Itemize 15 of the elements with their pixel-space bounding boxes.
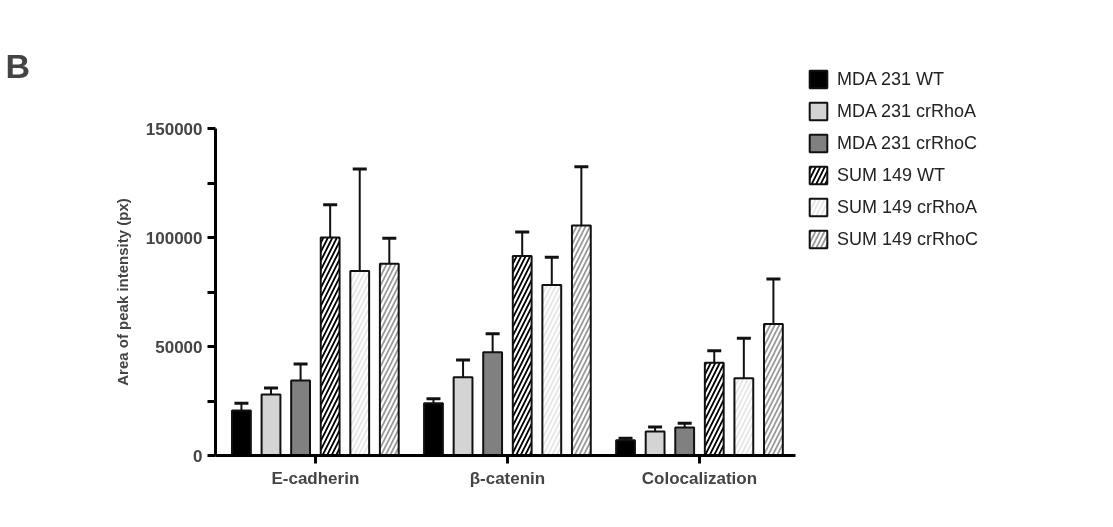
legend-label: SUM 149 crRhoA <box>837 196 978 218</box>
x-tick-label: β-catenin <box>469 468 546 488</box>
legend-label: MDA 231 crRhoA <box>837 100 977 122</box>
x-tick-label: E-cadherin <box>271 468 360 488</box>
legend-label: MDA 231 crRhoC <box>837 132 978 154</box>
text: B <box>5 46 31 85</box>
legend-label: MDA 231 WT <box>837 68 945 90</box>
y-tick-label: 0 <box>193 446 203 466</box>
y-tick-label: 50000 <box>155 337 203 357</box>
legend-label: SUM 149 crRhoC <box>837 228 979 250</box>
y-tick-label: 100000 <box>145 228 203 248</box>
y-tick-label: 150000 <box>145 119 203 139</box>
x-tick-label: Colocalization <box>641 468 758 488</box>
y-axis-title: Area of peak intensity (px) <box>113 198 131 386</box>
legend-label: SUM 149 WT <box>837 164 946 186</box>
